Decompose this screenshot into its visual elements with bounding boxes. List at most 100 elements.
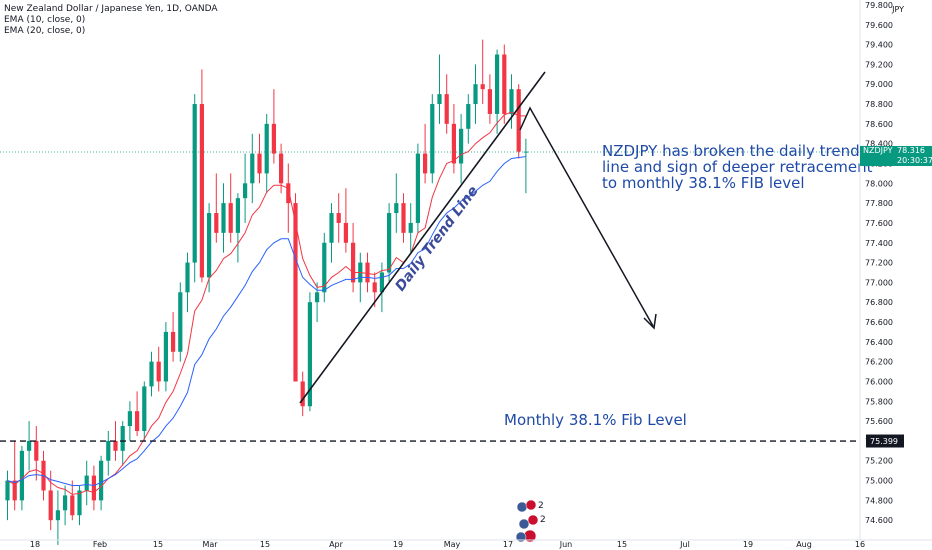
candle-body xyxy=(307,302,312,407)
candle[interactable] xyxy=(430,94,435,184)
headline-line-2: line and sign of deeper retracement xyxy=(602,158,873,176)
candle[interactable] xyxy=(509,74,514,129)
candle[interactable] xyxy=(286,163,291,233)
candle[interactable] xyxy=(77,485,82,526)
candle[interactable] xyxy=(516,84,521,159)
candle[interactable] xyxy=(34,426,39,481)
candle-body xyxy=(293,203,298,382)
candle[interactable] xyxy=(480,39,485,105)
candle[interactable] xyxy=(444,74,449,134)
symbol-title[interactable]: New Zealand Dollar / Japanese Yen, 1D, O… xyxy=(4,4,218,14)
candle[interactable] xyxy=(207,203,212,293)
fib-price-badge[interactable]: 75.399 xyxy=(866,434,904,448)
projection-arrowhead xyxy=(643,313,657,330)
candle[interactable] xyxy=(300,371,305,417)
candle[interactable] xyxy=(523,138,528,194)
flag-icon[interactable] xyxy=(527,514,539,526)
badge-countdown: 20:30:37 xyxy=(897,156,932,165)
candle[interactable] xyxy=(250,133,255,204)
candle[interactable] xyxy=(329,203,334,263)
candle[interactable] xyxy=(315,282,320,323)
candle[interactable] xyxy=(163,322,168,392)
time-tick-label: 19 xyxy=(393,540,403,549)
candle[interactable] xyxy=(473,64,478,124)
time-axis[interactable]: 18 Feb 15 Mar 15 Apr 19 May 17 Jun 15 Jul 19 Aug 16 xyxy=(30,540,865,549)
candle-body xyxy=(300,381,305,407)
candle[interactable] xyxy=(365,252,370,293)
candle[interactable] xyxy=(221,183,226,253)
candle[interactable] xyxy=(451,104,456,174)
last-price-badge[interactable]: NZDJPY 78.316 20:30:37 xyxy=(860,145,932,166)
currency-label: JPY xyxy=(891,5,904,14)
flag-icon[interactable] xyxy=(516,501,528,513)
candle[interactable] xyxy=(91,465,96,511)
candle[interactable] xyxy=(343,188,348,253)
candle[interactable] xyxy=(120,421,125,466)
candle[interactable] xyxy=(228,173,233,243)
candle-body xyxy=(315,292,320,303)
economic-event-markers[interactable]: 2 2 xyxy=(515,499,546,543)
candle[interactable] xyxy=(387,203,392,283)
candle-body xyxy=(250,153,255,184)
price-tick-label: 77.800 xyxy=(865,199,893,208)
candle[interactable] xyxy=(408,203,413,253)
candle-body xyxy=(329,213,334,243)
candle[interactable] xyxy=(156,346,161,392)
candle-body xyxy=(516,89,521,152)
candle-body xyxy=(5,480,10,501)
candle[interactable] xyxy=(271,89,276,164)
candle[interactable] xyxy=(257,133,262,184)
candle[interactable] xyxy=(5,470,10,521)
ema10-line[interactable] xyxy=(7,111,526,495)
candle[interactable] xyxy=(243,153,248,223)
ema20-line[interactable] xyxy=(7,156,526,487)
candle[interactable] xyxy=(55,490,60,545)
candle[interactable] xyxy=(466,94,471,144)
candle[interactable] xyxy=(12,440,17,511)
time-tick-label: Feb xyxy=(93,540,107,549)
candle[interactable] xyxy=(185,252,190,313)
ema10-legend[interactable]: EMA (10, close, 0) xyxy=(4,15,86,25)
candle[interactable] xyxy=(199,69,204,283)
ema-layer xyxy=(7,111,526,495)
flag-icon[interactable] xyxy=(518,518,530,530)
candle[interactable] xyxy=(235,193,240,263)
ema20-legend[interactable]: EMA (20, close, 0) xyxy=(4,26,86,36)
projection-path[interactable] xyxy=(519,106,654,327)
candle[interactable] xyxy=(401,193,406,243)
candle[interactable] xyxy=(63,485,68,526)
candle[interactable] xyxy=(192,94,197,283)
candle[interactable] xyxy=(264,113,269,194)
candle[interactable] xyxy=(459,113,464,184)
price-tick-label: 75.000 xyxy=(865,477,893,486)
headline-line-3: to monthly 38.1% FIB level xyxy=(602,174,805,192)
candle[interactable] xyxy=(142,381,147,441)
candle-body xyxy=(257,153,262,174)
candle-body xyxy=(423,153,428,174)
candle[interactable] xyxy=(106,431,111,476)
candle[interactable] xyxy=(48,470,53,531)
candle[interactable] xyxy=(27,421,32,471)
candle[interactable] xyxy=(351,222,356,293)
candle[interactable] xyxy=(336,193,341,243)
trend-line[interactable] xyxy=(299,71,546,404)
candle[interactable] xyxy=(127,401,132,441)
candle[interactable] xyxy=(437,54,442,124)
candle[interactable] xyxy=(415,143,420,233)
candle[interactable] xyxy=(495,49,500,134)
candle[interactable] xyxy=(149,351,154,397)
candle[interactable] xyxy=(502,44,507,124)
candle[interactable] xyxy=(84,460,89,506)
flag-icon[interactable] xyxy=(525,499,537,511)
candle[interactable] xyxy=(487,74,492,124)
candle[interactable] xyxy=(394,173,399,233)
candle[interactable] xyxy=(423,123,428,184)
candle[interactable] xyxy=(171,312,176,362)
candle[interactable] xyxy=(322,232,327,303)
candle[interactable] xyxy=(307,292,312,412)
candle[interactable] xyxy=(214,173,219,243)
candle[interactable] xyxy=(178,282,183,362)
candle[interactable] xyxy=(70,480,75,521)
candle[interactable] xyxy=(135,391,140,436)
